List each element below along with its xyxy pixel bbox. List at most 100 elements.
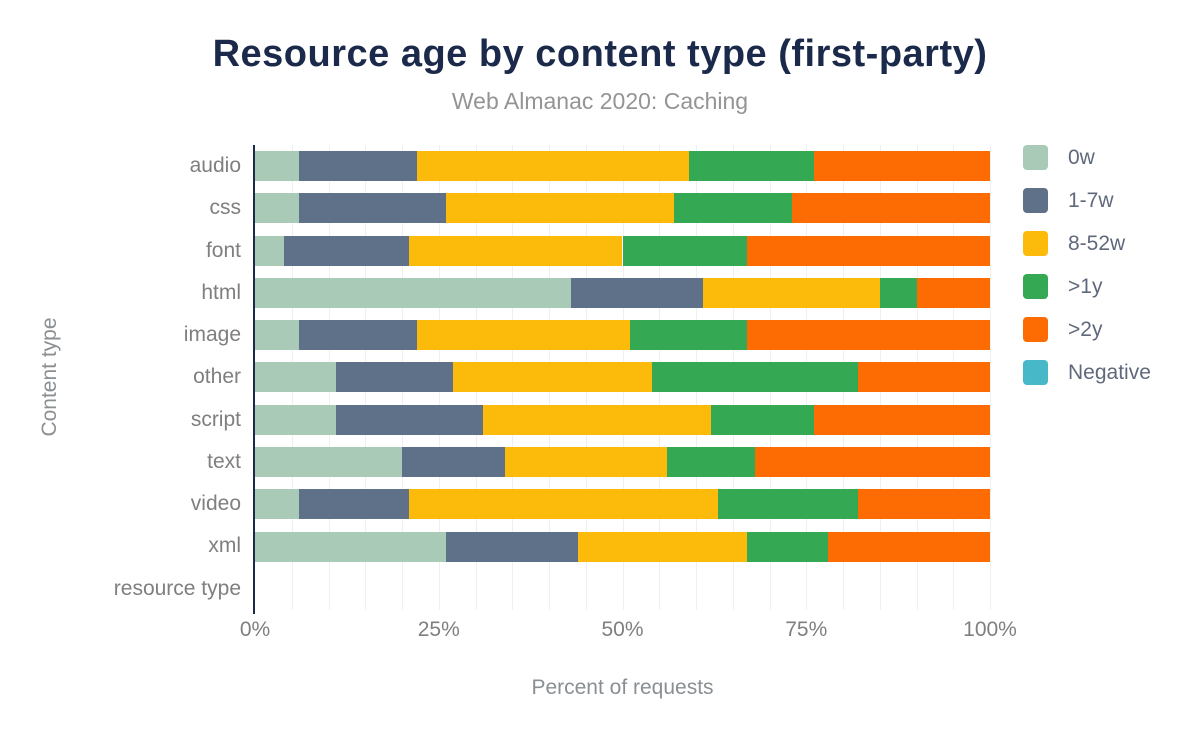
bar-segment->1y[interactable] <box>673 193 792 224</box>
bar-segment->1y[interactable] <box>688 151 814 182</box>
legend-label: 0w <box>1068 145 1095 169</box>
bar-segment->1y[interactable] <box>710 404 814 435</box>
bar-segment->2y[interactable] <box>916 277 990 308</box>
y-axis-label: html <box>201 280 241 304</box>
bar-segment-1-7w[interactable] <box>335 404 483 435</box>
bar-segment-0w[interactable] <box>255 235 285 266</box>
bar-segment-8-52w[interactable] <box>453 362 652 393</box>
bar-segment->2y[interactable] <box>857 489 990 520</box>
bar-segment->2y[interactable] <box>857 362 990 393</box>
bar-row: font <box>206 230 990 272</box>
bar-segment-0w[interactable] <box>255 531 447 562</box>
bar-row: css <box>210 187 990 229</box>
bar-segment->1y[interactable] <box>718 489 858 520</box>
legend-swatch <box>1023 145 1048 170</box>
y-axis-label: video <box>190 492 241 516</box>
bar-segment-8-52w[interactable] <box>416 320 630 351</box>
y-axis-label: script <box>190 407 241 431</box>
legend-label: >1y <box>1068 274 1103 298</box>
x-axis-title: Percent of requests <box>531 676 714 699</box>
y-axis-label: font <box>205 238 241 262</box>
y-axis-line <box>253 145 255 614</box>
bar-segment-8-52w[interactable] <box>409 235 623 266</box>
bar-segment->2y[interactable] <box>754 447 990 478</box>
bar-segment-8-52w[interactable] <box>578 531 748 562</box>
bar-row: audio <box>190 145 990 187</box>
bar-track <box>255 320 990 351</box>
bar-row: xml <box>208 525 990 567</box>
bar-segment->2y[interactable] <box>828 531 990 562</box>
bar-segment->1y[interactable] <box>747 531 829 562</box>
legend-swatch <box>1023 231 1048 256</box>
bar-segment-0w[interactable] <box>255 404 336 435</box>
bar-segment-0w[interactable] <box>255 362 336 393</box>
bar-segment-8-52w[interactable] <box>504 447 667 478</box>
bar-segment-1-7w[interactable] <box>335 362 454 393</box>
legend-swatch <box>1023 360 1048 385</box>
gridline <box>990 145 991 610</box>
bar-segment-1-7w[interactable] <box>299 151 417 182</box>
bar-row: resource type <box>114 568 990 610</box>
bar-segment-0w[interactable] <box>255 151 300 182</box>
x-tick-label: 75% <box>785 618 828 641</box>
y-axis-label: image <box>183 323 241 347</box>
bar-segment-8-52w[interactable] <box>416 151 689 182</box>
bar-segment-0w[interactable] <box>255 447 402 478</box>
bar-track <box>255 362 990 393</box>
bar-segment->2y[interactable] <box>813 151 990 182</box>
chart-title: Resource age by content type (first-part… <box>212 33 988 75</box>
legend-item[interactable]: Negative <box>1023 360 1151 385</box>
bar-track <box>255 277 990 308</box>
bar-segment->2y[interactable] <box>813 404 990 435</box>
legend-item[interactable]: 8-52w <box>1023 231 1151 256</box>
bar-row: video <box>191 483 990 525</box>
bar-segment->2y[interactable] <box>747 320 990 351</box>
bar-segment->2y[interactable] <box>747 235 990 266</box>
bar-segment-1-7w[interactable] <box>299 320 417 351</box>
bar-segment-0w[interactable] <box>255 277 572 308</box>
legend-item[interactable]: >1y <box>1023 274 1151 299</box>
bar-segment-8-52w[interactable] <box>409 489 719 520</box>
bar-segment->1y[interactable] <box>666 447 755 478</box>
bar-row: html <box>201 272 990 314</box>
y-axis-label: text <box>207 449 241 473</box>
legend-label: >2y <box>1068 317 1103 341</box>
bar-segment-1-7w[interactable] <box>402 447 505 478</box>
bar-segment->1y[interactable] <box>651 362 858 393</box>
bar-track <box>255 574 990 604</box>
bar-segment-8-52w[interactable] <box>703 277 880 308</box>
y-axis-label: audio <box>189 154 241 177</box>
legend-label: 8-52w <box>1068 231 1126 255</box>
legend-item[interactable]: 0w <box>1023 145 1151 170</box>
bar-segment-1-7w[interactable] <box>299 193 447 224</box>
plot-area: audio css font html image other script text vide… <box>114 145 991 614</box>
bar-segment->1y[interactable] <box>622 235 748 266</box>
bar-segment-1-7w[interactable] <box>284 235 410 266</box>
bar-segment->1y[interactable] <box>879 277 917 308</box>
bar-row: script <box>191 399 990 441</box>
legend: 0w 1-7w 8-52w >1y >2y Negative <box>1023 145 1151 403</box>
y-axis-label: resource type <box>113 576 241 600</box>
bar-segment-1-7w[interactable] <box>571 277 704 308</box>
y-axis-label: css <box>209 196 242 220</box>
bar-segment-0w[interactable] <box>255 193 300 224</box>
bar-segment->2y[interactable] <box>791 193 990 224</box>
bar-segment-1-7w[interactable] <box>299 489 410 520</box>
bar-segment->1y[interactable] <box>629 320 748 351</box>
bar-segment-0w[interactable] <box>255 320 300 351</box>
x-axis-ticks: 0% 25% 50% 75% 100% <box>240 618 1017 648</box>
x-tick-label: 0% <box>239 618 271 641</box>
y-axis-title: Content type <box>38 317 61 437</box>
legend-swatch <box>1023 274 1048 299</box>
bar-row: text <box>207 441 990 483</box>
bar-segment-0w[interactable] <box>255 489 300 520</box>
legend-item[interactable]: >2y <box>1023 317 1151 342</box>
bar-track <box>255 235 990 266</box>
bar-row: other <box>193 356 990 398</box>
x-tick-label: 25% <box>417 618 460 641</box>
legend-item[interactable]: 1-7w <box>1023 188 1151 213</box>
legend-label: Negative <box>1068 360 1151 384</box>
bar-segment-8-52w[interactable] <box>446 193 674 224</box>
bar-segment-1-7w[interactable] <box>446 531 579 562</box>
bar-segment-8-52w[interactable] <box>482 404 711 435</box>
